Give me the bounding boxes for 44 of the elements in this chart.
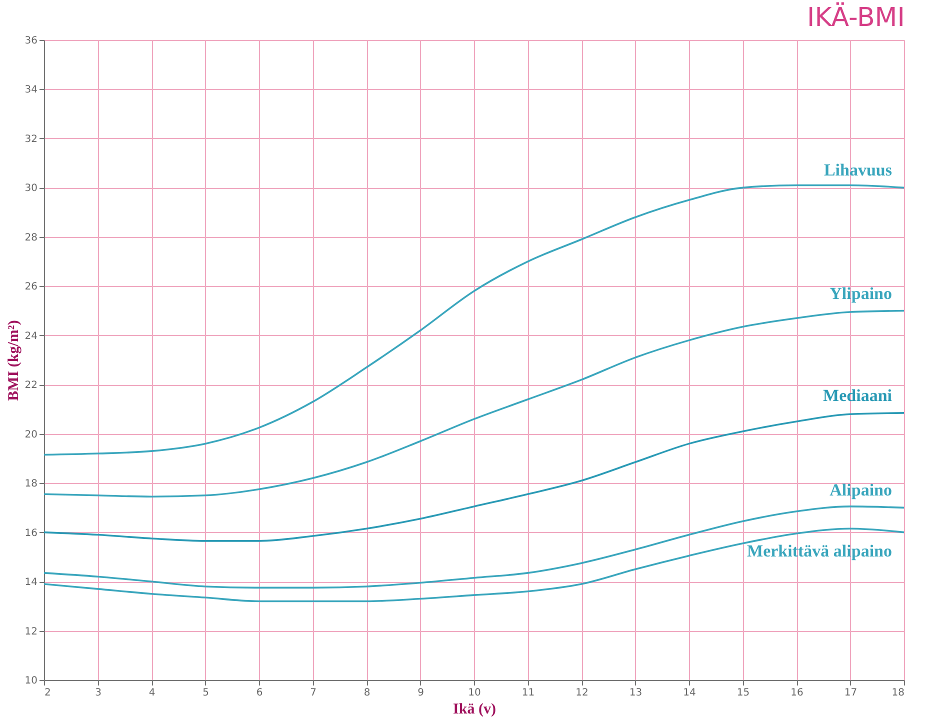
line-series [43, 184, 905, 456]
x-tick-label: 2 [44, 688, 51, 698]
x-tick-label: 16 [790, 688, 804, 698]
x-tick-label: 8 [364, 688, 370, 698]
y-tick-label: 28 [24, 232, 38, 244]
y-tick-label: 18 [24, 478, 38, 490]
x-tick-label: 13 [629, 688, 642, 698]
series-label: Alipaino [830, 480, 892, 500]
y-tick-label: 34 [24, 84, 38, 96]
series-label: Lihavuus [824, 160, 892, 180]
series-label: Ylipaino [830, 284, 892, 303]
line-series [43, 506, 905, 589]
y-tick-label: 20 [24, 429, 38, 440]
x-axis-title: Ikä (v) [453, 702, 496, 718]
line-series [43, 310, 905, 498]
x-tick-label: 14 [683, 688, 696, 698]
x-tick-label: 5 [202, 688, 209, 698]
y-tick-label: 12 [24, 626, 38, 638]
x-tick-label: 9 [418, 688, 424, 698]
x-tick-label: 18 [892, 688, 904, 698]
x-tick-label: 6 [256, 688, 263, 698]
y-tick-label: 32 [24, 134, 38, 145]
x-tick-label: 3 [95, 688, 102, 698]
y-axis-title: BMI (kg/m²) [6, 320, 22, 401]
y-tick-label: 22 [24, 380, 38, 392]
line-series [43, 528, 905, 602]
x-tick-label: 4 [148, 688, 156, 698]
x-tick-label: 12 [576, 688, 588, 698]
x-tick-label: 11 [522, 688, 535, 698]
y-tick-label: 30 [24, 183, 38, 194]
chart-title: IKÄ-BMI [807, 2, 905, 33]
x-tick-label: 15 [736, 688, 750, 698]
y-tick-label: 36 [24, 36, 38, 46]
y-tick-label: 26 [24, 282, 38, 293]
line-series [43, 412, 905, 542]
series-label: Mediaani [823, 386, 892, 405]
x-tick-label: 17 [844, 688, 858, 698]
y-tick-label: 16 [24, 528, 38, 539]
y-tick-label: 10 [24, 676, 38, 686]
x-tick-label: 10 [468, 688, 481, 698]
series-label: Merkittävä alipaino [747, 541, 892, 560]
y-tick-label: 14 [24, 577, 38, 588]
y-tick-label: 24 [24, 330, 38, 342]
x-tick-label: 7 [310, 688, 316, 698]
